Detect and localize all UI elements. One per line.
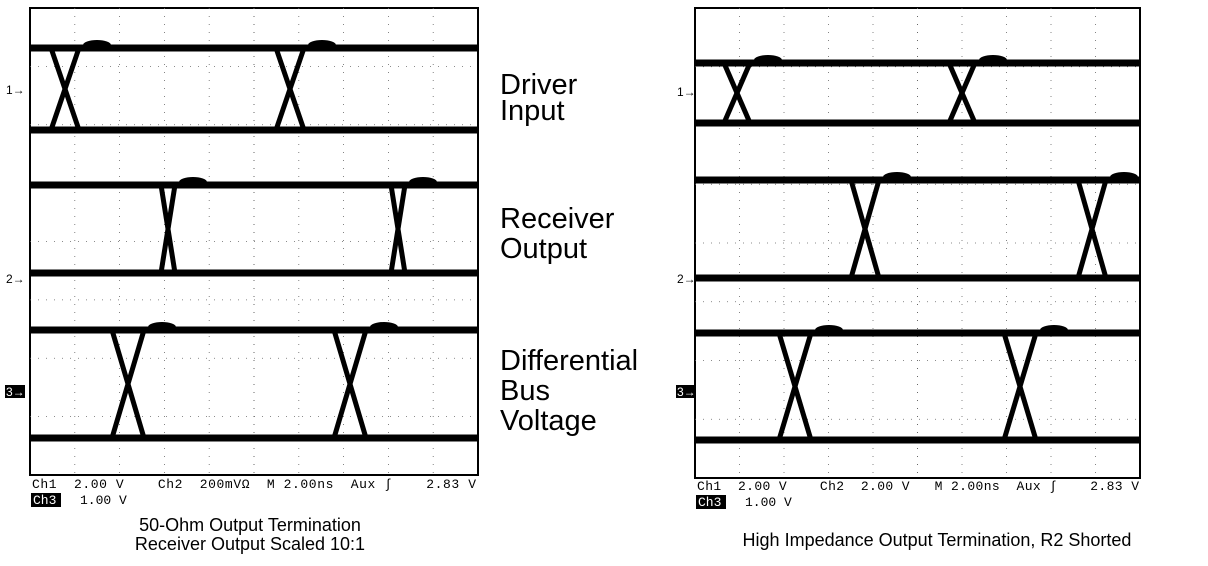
readout: Ch3 — [33, 493, 56, 508]
overshoot — [1040, 325, 1068, 335]
scope-frame — [695, 8, 1140, 478]
overshoot — [815, 325, 843, 335]
channel-marker: 1→ — [6, 83, 25, 97]
channel-marker: 3→ — [6, 385, 25, 399]
readout: Ch1 2.00 V Ch2 2.00 V M 2.00ns Aux ∫ 2.8… — [697, 479, 1139, 494]
overshoot — [979, 55, 1007, 65]
readout: 1.00 V — [745, 495, 792, 510]
trace-label: Receiver — [500, 203, 615, 235]
overshoot — [1110, 172, 1138, 182]
caption: High Impedance Output Termination, R2 Sh… — [743, 530, 1132, 550]
trace-label: Voltage — [500, 405, 597, 437]
trace-label: Differential — [500, 345, 638, 377]
readout: Ch3 — [698, 495, 721, 510]
trace-label: Bus — [500, 375, 550, 407]
channel-marker: 2→ — [6, 272, 25, 286]
channel-marker: 3→ — [677, 385, 696, 399]
readout: Ch1 2.00 V Ch2 200mVΩ M 2.00ns Aux ∫ 2.8… — [32, 477, 476, 492]
overshoot — [370, 322, 398, 332]
overshoot — [883, 172, 911, 182]
overshoot — [179, 177, 207, 187]
overshoot — [409, 177, 437, 187]
channel-marker: 1→ — [677, 85, 696, 99]
figure: 1→ 2→ 3→ 1→ 2→ 3→ Ch1 2.00 V Ch2 200mVΩ … — [0, 0, 1208, 566]
channel-marker: 2→ — [677, 272, 696, 286]
readout: 1.00 V — [80, 493, 127, 508]
trace-label: Input — [500, 95, 565, 127]
trace-label: Output — [500, 233, 587, 265]
overshoot — [754, 55, 782, 65]
caption: 50-Ohm Output Termination — [139, 515, 361, 535]
overshoot — [83, 40, 111, 50]
overshoot — [308, 40, 336, 50]
overshoot — [148, 322, 176, 332]
caption: Receiver Output Scaled 10:1 — [135, 534, 365, 554]
